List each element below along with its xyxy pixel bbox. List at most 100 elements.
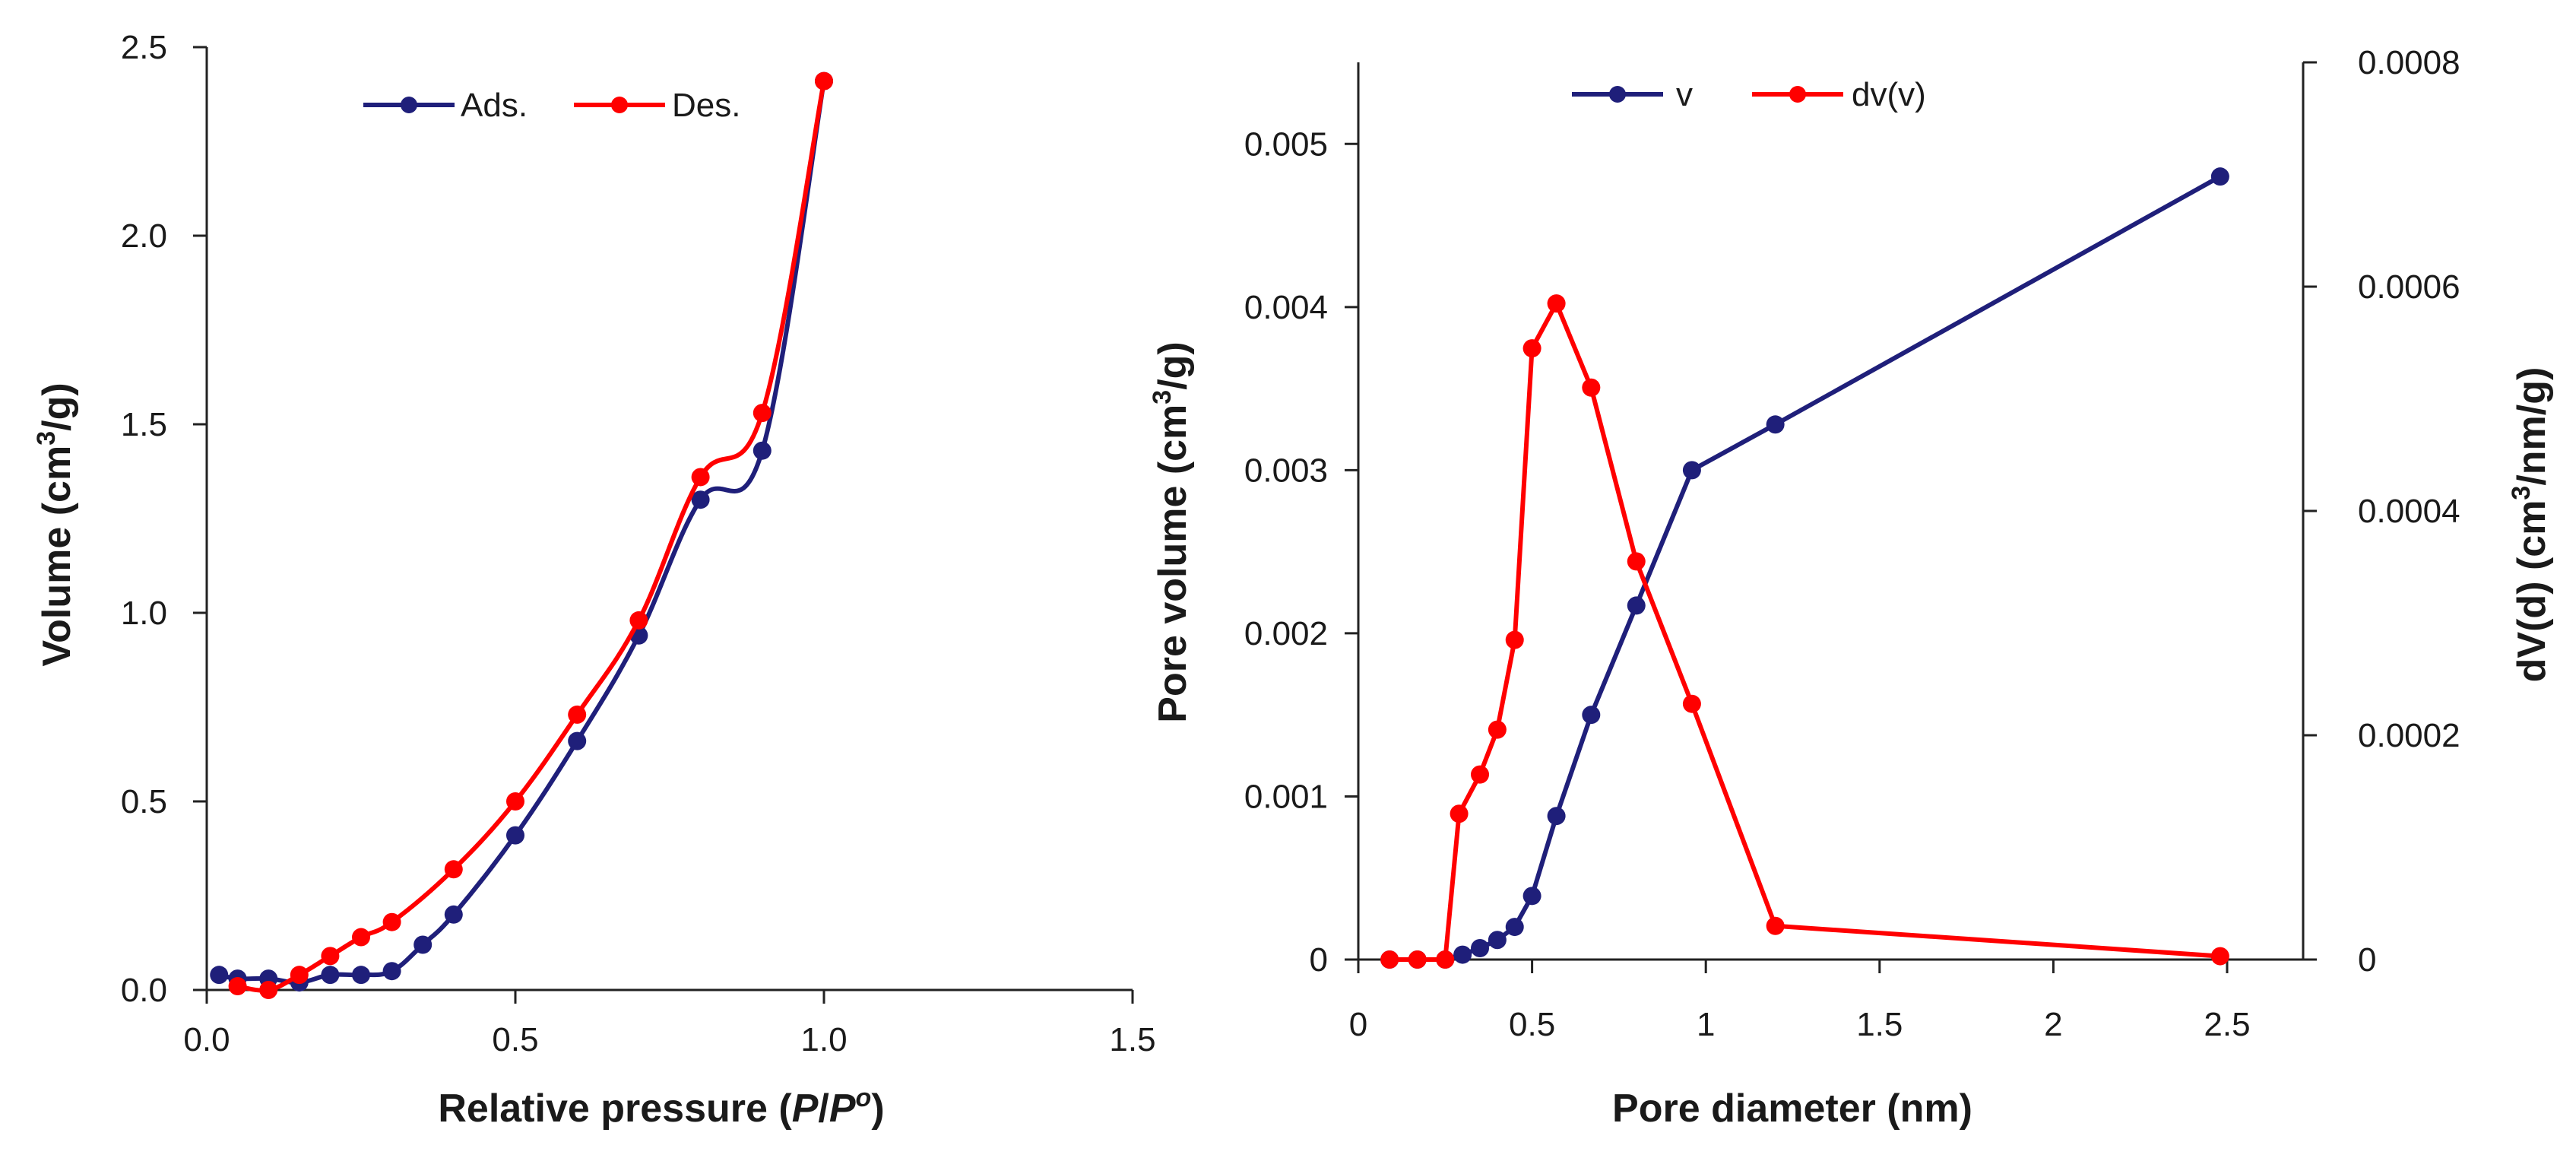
isotherm-x-axis-label: Relative pressure (P/Po) [438,1083,884,1131]
isotherm-y-ticks: 0.0 0.5 1.0 1.5 2.0 2.5 [121,29,207,1009]
series-ads-point [444,905,463,924]
pore-series [1380,167,2229,969]
series-v-point [1488,931,1507,950]
pore-diameter-axis-label: Pore diameter (nm) [1612,1087,1972,1131]
x-tick-label: 0 [1349,1006,1367,1043]
series-des-line [237,81,826,993]
series-dvv-point [1380,950,1399,969]
x-tick-label: 1.5 [1109,1021,1155,1058]
isotherm-series [210,71,833,999]
series-v-line [1389,174,2222,962]
isotherm-legend: Ads. Des. [363,87,740,124]
isotherm-axes [205,47,1133,991]
series-ads-point [210,966,229,985]
x-tick-label: 1.5 [1856,1006,1903,1043]
series-dvv-point [1471,765,1490,784]
series-des-point [753,404,772,423]
legend-dvv-label: dv(v) [1852,76,1926,113]
isotherm-x-ticks: 0.0 0.5 1.0 1.5 [183,990,1156,1058]
isotherm-chart: 0.0 0.5 1.0 1.5 0.0 0.5 1.0 1.5 2.0 2.5 Volume (… [32,29,1156,1131]
pore-left-y-ticks: 0 0.001 0.002 0.003 0.004 0.005 [1244,125,1358,979]
legend-ads-marker [401,97,417,113]
y2-tick-label: 0.0004 [2358,493,2460,530]
y-tick-label: 0.002 [1244,615,1328,652]
y2-tick-label: 0.0002 [2358,717,2460,754]
legend-des-label: Des. [672,87,740,124]
series-dvv-point [1505,630,1524,649]
series-v-point [1627,596,1646,615]
series-ads-point [691,490,710,509]
x-tick-label: 0.5 [492,1021,538,1058]
x-tick-label: 1 [1697,1006,1715,1043]
legend-v-marker [1609,86,1626,103]
y-tick-label: 1.0 [121,595,167,632]
legend-dvv-marker [1789,86,1806,103]
series-des-point [568,705,587,724]
series-des-point [691,468,710,487]
series-ads-point [382,962,401,981]
series-dvv-point [1627,552,1646,571]
x-tick-label: 2.5 [2204,1006,2250,1043]
series-des-point [629,611,648,630]
series-des-point [321,947,340,966]
series-ads-point [321,966,340,985]
series-ads-line [218,81,826,985]
legend-v-label: v [1676,76,1693,113]
series-des-point [444,860,463,879]
y-tick-label: 0.0 [121,972,167,1009]
y-tick-label: 1.5 [121,406,167,443]
y-tick-label: 0.001 [1244,778,1328,815]
series-dvv-point [1582,378,1601,397]
pore-axes [1357,62,2305,961]
y-tick-label: 2.0 [121,217,167,255]
y-tick-label: 0.003 [1244,452,1328,489]
series-dvv-point [1488,720,1507,739]
series-ads-point [568,731,587,750]
x-tick-label: 0.0 [183,1021,230,1058]
pore-right-y-ticks: 0 0.0002 0.0004 0.0006 0.0008 [2303,44,2460,979]
series-ads-point [352,966,370,985]
y2-tick-label: 0.0006 [2358,268,2460,306]
series-v-point [1522,887,1541,906]
series-des-point [506,792,524,811]
y2-tick-label: 0 [2358,941,2376,979]
series-v-point [1582,706,1601,725]
series-v-point [1505,918,1524,937]
series-des-point [228,977,247,996]
series-des-point [290,966,309,985]
legend-des-marker [611,97,628,113]
x-tick-label: 2 [2044,1006,2062,1043]
series-dvv-point [1450,804,1469,823]
series-des-point [352,928,370,947]
y-tick-label: 2.5 [121,29,167,66]
series-dvv-point [2210,947,2229,966]
series-v-point [1682,461,1701,480]
y-tick-label: 0.005 [1244,125,1328,163]
series-des-point [815,71,833,90]
series-dvv-point [1408,950,1427,969]
series-dvv-point [1766,916,1785,935]
series-ads-point [753,441,772,460]
pore-x-ticks: 0 0.5 1 1.5 2 2.5 [1349,960,2251,1043]
x-tick-label: 1.0 [800,1021,847,1058]
isotherm-y-axis-label: Volume (cm3/g) [32,382,79,666]
series-dvv-line [1389,301,2221,962]
dvd-axis-label: dV(d) (cm3/nm/g) [2507,367,2554,683]
series-dvv-point [1682,694,1701,713]
series-ads-point [413,935,433,954]
y-tick-label: 0.5 [121,783,167,820]
series-dvv-point [1547,294,1566,313]
series-des-point [259,981,278,999]
series-v-point [1471,938,1490,957]
series-dvv-point [1522,339,1541,358]
y-tick-label: 0.004 [1244,289,1328,326]
series-ads-point [506,826,524,845]
series-v-point [2210,167,2229,186]
y-tick-label: 0 [1310,941,1328,979]
series-des-point [382,912,401,931]
series-dvv-point [1436,950,1455,969]
pore-legend: v dv(v) [1572,76,1926,113]
x-tick-label: 0.5 [1509,1006,1555,1043]
